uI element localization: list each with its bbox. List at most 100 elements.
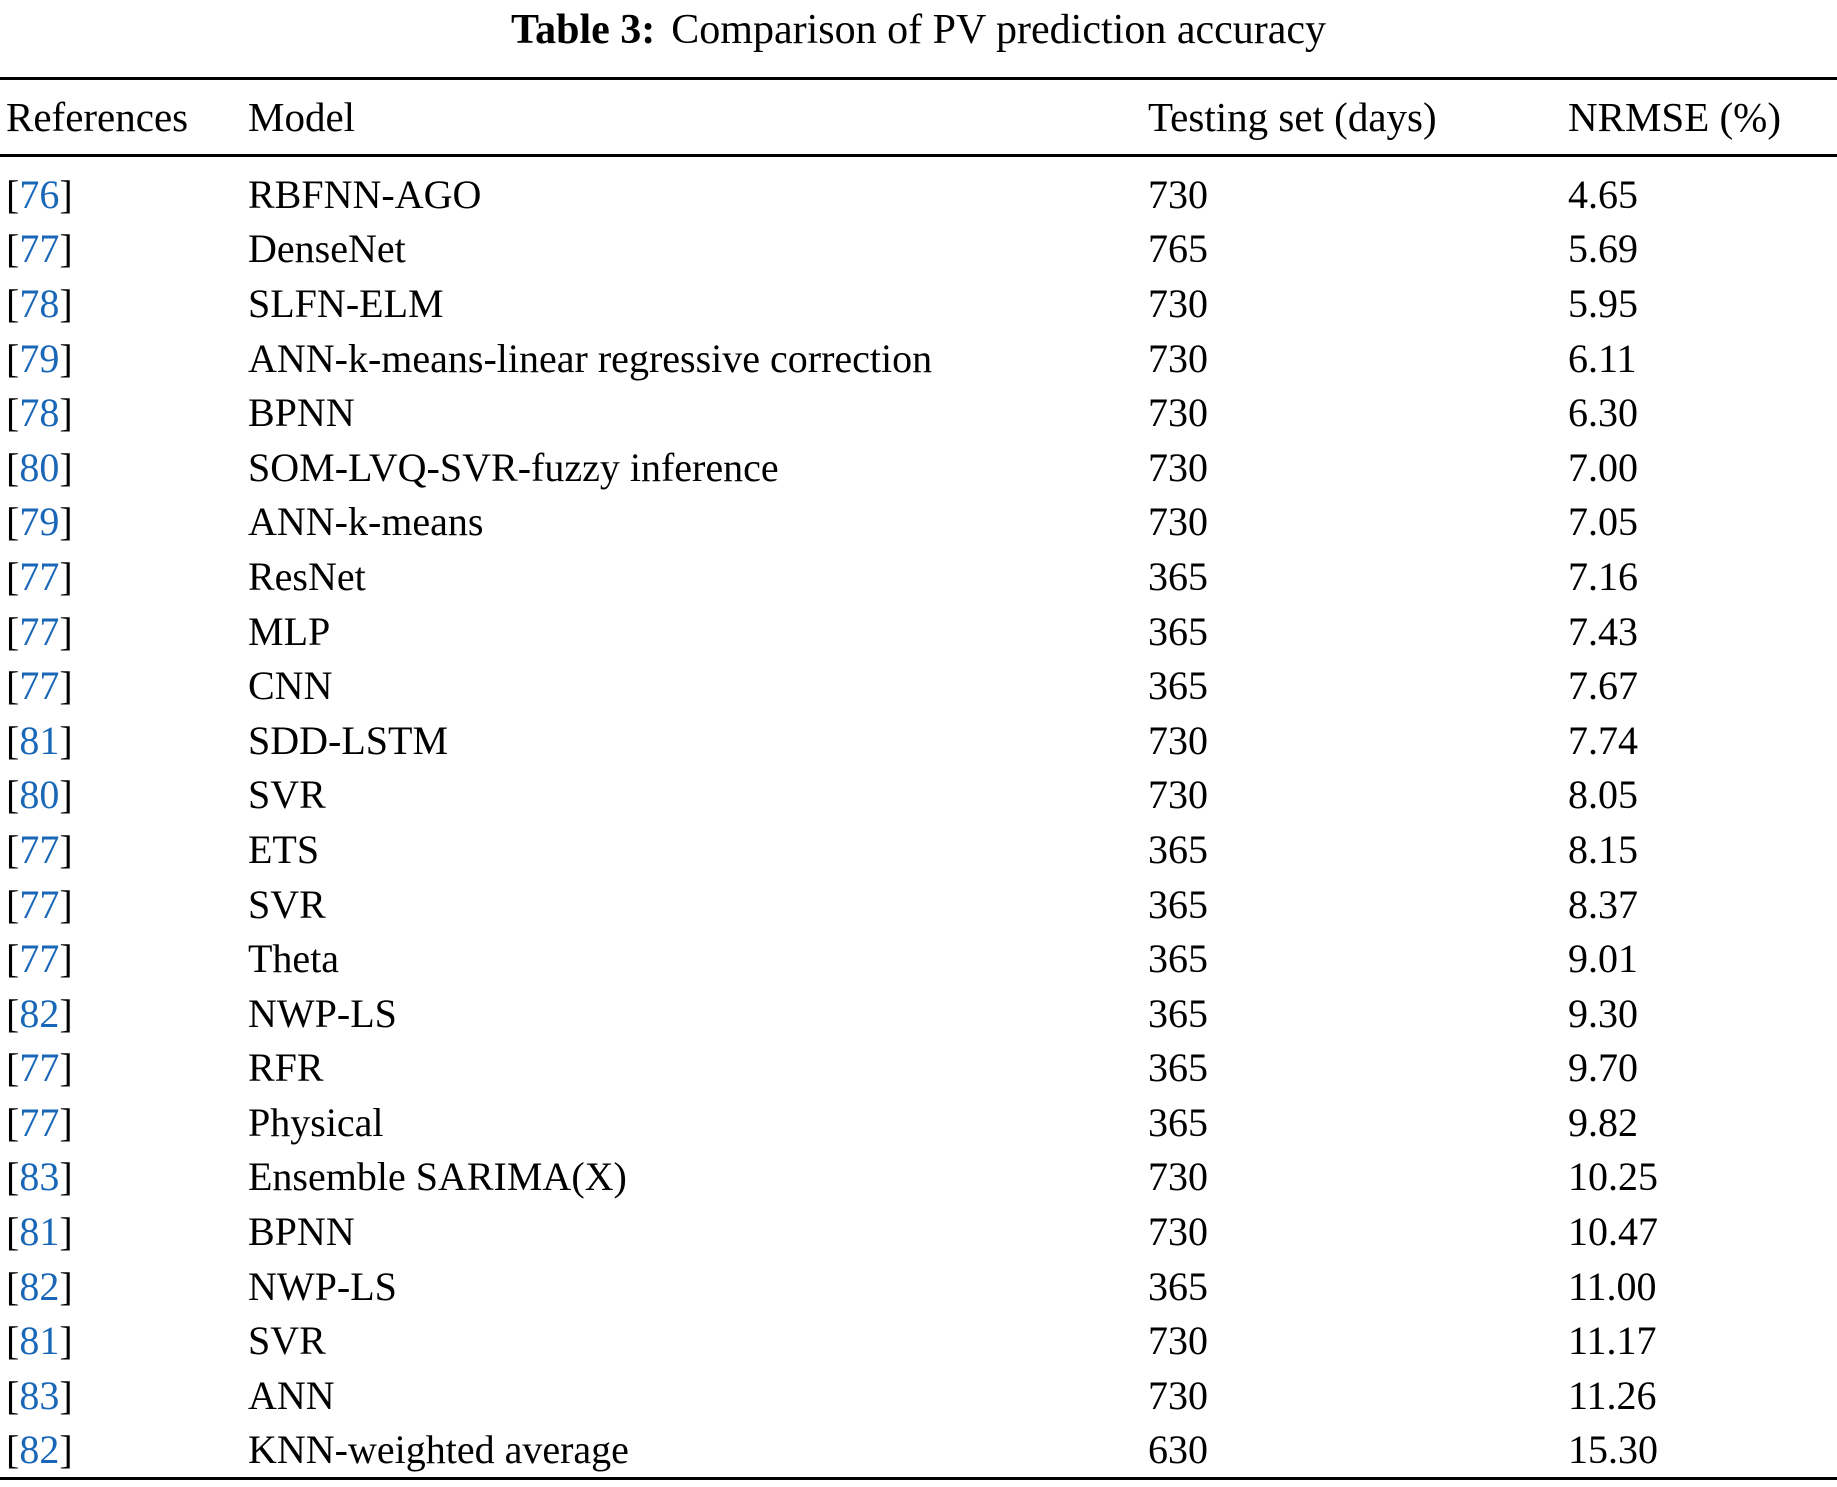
reference-link[interactable]: 83 xyxy=(19,1372,60,1418)
model-cell: ANN-k-means xyxy=(248,499,484,545)
reference-cell: [77] xyxy=(6,826,248,873)
testing-days-cell: 730 xyxy=(1148,772,1208,818)
model-cell: NWP-LS xyxy=(248,1263,397,1309)
column-header-nrmse: NRMSE (%) xyxy=(1568,94,1781,140)
bracket-open: [ xyxy=(6,171,20,217)
reference-link[interactable]: 78 xyxy=(19,390,60,436)
reference-link[interactable]: 79 xyxy=(19,335,60,381)
reference-cell: [77] xyxy=(6,225,248,272)
reference-link[interactable]: 77 xyxy=(19,1099,60,1145)
testing-days-cell: 730 xyxy=(1148,1209,1208,1255)
model-cell: KNN-weighted average xyxy=(248,1427,629,1473)
model-cell: MLP xyxy=(248,608,331,654)
testing-days-cell: 365 xyxy=(1148,881,1208,927)
reference-link[interactable]: 81 xyxy=(19,717,60,763)
testing-days-cell: 730 xyxy=(1148,390,1208,436)
nrmse-cell: 7.16 xyxy=(1568,553,1638,599)
table-row: [81] SDD-LSTM 730 7.74 xyxy=(0,713,1837,768)
reference-link[interactable]: 77 xyxy=(19,226,60,272)
reference-cell: [82] xyxy=(6,990,248,1037)
model-cell: SDD-LSTM xyxy=(248,717,449,763)
model-cell: RFR xyxy=(248,1045,324,1091)
model-cell: SOM-LVQ-SVR-fuzzy inference xyxy=(248,444,779,490)
reference-link[interactable]: 82 xyxy=(19,1263,60,1309)
reference-cell: [77] xyxy=(6,662,248,709)
reference-link[interactable]: 77 xyxy=(19,553,60,599)
reference-link[interactable]: 82 xyxy=(19,990,60,1036)
bracket-close: ] xyxy=(59,226,73,272)
testing-days-cell: 730 xyxy=(1148,444,1208,490)
reference-link[interactable]: 80 xyxy=(19,772,60,818)
nrmse-cell: 8.15 xyxy=(1568,826,1638,872)
reference-cell: [77] xyxy=(6,608,248,655)
bracket-open: [ xyxy=(6,1318,20,1364)
table-row: [77] ResNet 365 7.16 xyxy=(0,549,1837,604)
table-row: [78] BPNN 730 6.30 xyxy=(0,385,1837,440)
reference-link[interactable]: 77 xyxy=(19,1045,60,1091)
reference-link[interactable]: 77 xyxy=(19,936,60,982)
reference-link[interactable]: 76 xyxy=(19,171,60,217)
testing-days-cell: 365 xyxy=(1148,553,1208,599)
testing-days-cell: 630 xyxy=(1148,1427,1208,1473)
model-cell: CNN xyxy=(248,663,333,709)
nrmse-cell: 11.17 xyxy=(1568,1318,1657,1364)
table-caption-text: Comparison of PV prediction accuracy xyxy=(671,7,1327,53)
reference-link[interactable]: 77 xyxy=(19,881,60,927)
table-row: [77] RFR 365 9.70 xyxy=(0,1041,1837,1096)
table-row: [79] ANN-k-means-linear regressive corre… xyxy=(0,331,1837,386)
testing-days-cell: 365 xyxy=(1148,608,1208,654)
reference-cell: [81] xyxy=(6,1317,248,1364)
table-row: [77] SVR 365 8.37 xyxy=(0,877,1837,932)
table-row: [77] Theta 365 9.01 xyxy=(0,931,1837,986)
reference-link[interactable]: 77 xyxy=(19,608,60,654)
testing-days-cell: 730 xyxy=(1148,280,1208,326)
reference-link[interactable]: 81 xyxy=(19,1318,60,1364)
bracket-open: [ xyxy=(6,990,20,1036)
reference-cell: [83] xyxy=(6,1372,248,1419)
reference-link[interactable]: 81 xyxy=(19,1209,60,1255)
reference-link[interactable]: 79 xyxy=(19,499,60,545)
nrmse-cell: 10.47 xyxy=(1568,1209,1658,1255)
table-row: [79] ANN-k-means 730 7.05 xyxy=(0,495,1837,550)
reference-link[interactable]: 80 xyxy=(19,444,60,490)
reference-link[interactable]: 82 xyxy=(19,1427,60,1473)
reference-link[interactable]: 83 xyxy=(19,1154,60,1200)
bracket-open: [ xyxy=(6,1209,20,1255)
bracket-close: ] xyxy=(59,663,73,709)
table-row: [82] NWP-LS 365 11.00 xyxy=(0,1259,1837,1314)
reference-cell: [77] xyxy=(6,935,248,982)
testing-days-cell: 730 xyxy=(1148,717,1208,763)
reference-link[interactable]: 78 xyxy=(19,280,60,326)
table-row: [81] BPNN 730 10.47 xyxy=(0,1204,1837,1259)
nrmse-cell: 4.65 xyxy=(1568,171,1638,217)
bracket-close: ] xyxy=(59,936,73,982)
nrmse-cell: 7.43 xyxy=(1568,608,1638,654)
nrmse-cell: 7.05 xyxy=(1568,499,1638,545)
testing-days-cell: 365 xyxy=(1148,663,1208,709)
model-cell: BPNN xyxy=(248,390,355,436)
bracket-close: ] xyxy=(59,335,73,381)
table-row: [77] MLP 365 7.43 xyxy=(0,604,1837,659)
model-cell: SVR xyxy=(248,881,326,927)
nrmse-cell: 8.05 xyxy=(1568,772,1638,818)
model-cell: NWP-LS xyxy=(248,990,397,1036)
bracket-open: [ xyxy=(6,444,20,490)
reference-link[interactable]: 77 xyxy=(19,826,60,872)
testing-days-cell: 365 xyxy=(1148,990,1208,1036)
column-header-model: Model xyxy=(248,94,356,140)
reference-cell: [77] xyxy=(6,553,248,600)
model-cell: ETS xyxy=(248,826,320,872)
bracket-close: ] xyxy=(59,1372,73,1418)
bracket-close: ] xyxy=(59,1154,73,1200)
model-cell: Physical xyxy=(248,1099,384,1145)
testing-days-cell: 730 xyxy=(1148,1154,1208,1200)
reference-link[interactable]: 77 xyxy=(19,663,60,709)
reference-cell: [83] xyxy=(6,1153,248,1200)
bracket-close: ] xyxy=(59,553,73,599)
bracket-close: ] xyxy=(59,1427,73,1473)
testing-days-cell: 365 xyxy=(1148,1045,1208,1091)
nrmse-cell: 11.00 xyxy=(1568,1263,1657,1309)
table-bottom-rule xyxy=(0,1477,1837,1480)
testing-days-cell: 730 xyxy=(1148,1318,1208,1364)
reference-cell: [80] xyxy=(6,444,248,491)
